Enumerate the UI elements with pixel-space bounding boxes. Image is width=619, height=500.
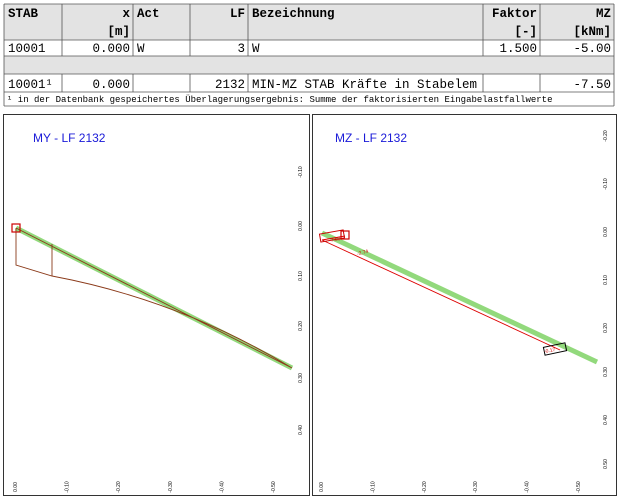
y-tick-label: 0.20 — [298, 321, 304, 331]
table-cell: 10001¹ — [8, 78, 53, 92]
y-tick-label: -0.10 — [298, 166, 304, 178]
column-header: LF — [230, 7, 245, 21]
x-tick-label: 0.00 — [319, 482, 325, 492]
y-tick-label: 0.10 — [298, 271, 304, 281]
label-box — [318, 229, 346, 243]
y-tick-label: 0.30 — [603, 367, 609, 377]
x-tick-label: -0.30 — [473, 481, 479, 493]
value-label: -0.17 — [544, 347, 557, 355]
value-label: -7.50 — [329, 236, 341, 244]
spacer-row — [4, 56, 614, 74]
y-tick-label: 0.30 — [298, 373, 304, 383]
table-cell: 3 — [237, 42, 245, 56]
table-cell: 1.500 — [499, 42, 537, 56]
y-tick-label: 0.40 — [603, 415, 609, 425]
panel-frame — [312, 114, 617, 496]
column-header: MZ — [596, 7, 611, 21]
table-lines — [3, 3, 615, 107]
table-cell: 10001 — [8, 42, 46, 56]
column-header: x — [122, 7, 130, 21]
y-tick-label: 0.00 — [298, 221, 304, 231]
node — [340, 230, 350, 240]
cell-bg — [540, 40, 614, 56]
table-cell: MIN-MZ STAB Kräfte in Stabelem — [252, 78, 477, 92]
y-tick-label: -0.20 — [603, 130, 609, 142]
table-cell: W — [252, 42, 260, 56]
table-cell: 0.000 — [92, 78, 130, 92]
column-header: Bezeichnung — [252, 7, 335, 21]
header-bg — [4, 4, 614, 40]
x-tick-label: 0.00 — [13, 482, 19, 492]
table-cell: -7.50 — [573, 78, 611, 92]
table-cell: W — [137, 42, 145, 56]
x-tick-label: -0.50 — [271, 481, 277, 493]
column-header: STAB — [8, 7, 39, 21]
x-tick-label: -0.10 — [65, 481, 71, 493]
panel-frame — [3, 114, 310, 496]
y-tick-label: 0.00 — [603, 227, 609, 237]
y-tick-label: 0.40 — [298, 425, 304, 435]
y-tick-label: 0.50 — [603, 459, 609, 469]
x-tick-label: -0.20 — [422, 481, 428, 493]
label-box — [542, 342, 568, 356]
x-tick-label: -0.10 — [370, 481, 376, 493]
x-tick-label: -0.40 — [219, 481, 225, 493]
column-header: Act — [137, 7, 160, 21]
node — [11, 223, 21, 233]
y-tick-label: 0.10 — [603, 275, 609, 285]
x-tick-label: -0.50 — [576, 481, 582, 493]
footnote: ¹ in der Datenbank gespeichertes Überlag… — [7, 94, 553, 105]
x-tick-label: -0.20 — [116, 481, 122, 493]
table-cell: 2132 — [215, 78, 245, 92]
y-tick-label: -0.10 — [603, 178, 609, 190]
panel-title: MZ - LF 2132 — [335, 131, 407, 145]
y-tick-label: 0.20 — [603, 323, 609, 333]
x-tick-label: -0.40 — [525, 481, 531, 493]
column-header: Faktor — [492, 7, 537, 21]
panel-title: MY - LF 2132 — [33, 131, 106, 145]
column-unit: [-] — [514, 25, 537, 39]
value-label: -2.74 — [356, 249, 369, 258]
column-unit: [kNm] — [573, 25, 611, 39]
column-unit: [m] — [107, 25, 130, 39]
table-cell: 0.000 — [92, 42, 130, 56]
x-tick-label: -0.30 — [168, 481, 174, 493]
table-cell: -5.00 — [573, 42, 611, 56]
moment-diagram — [15, 227, 293, 369]
member — [320, 230, 599, 365]
